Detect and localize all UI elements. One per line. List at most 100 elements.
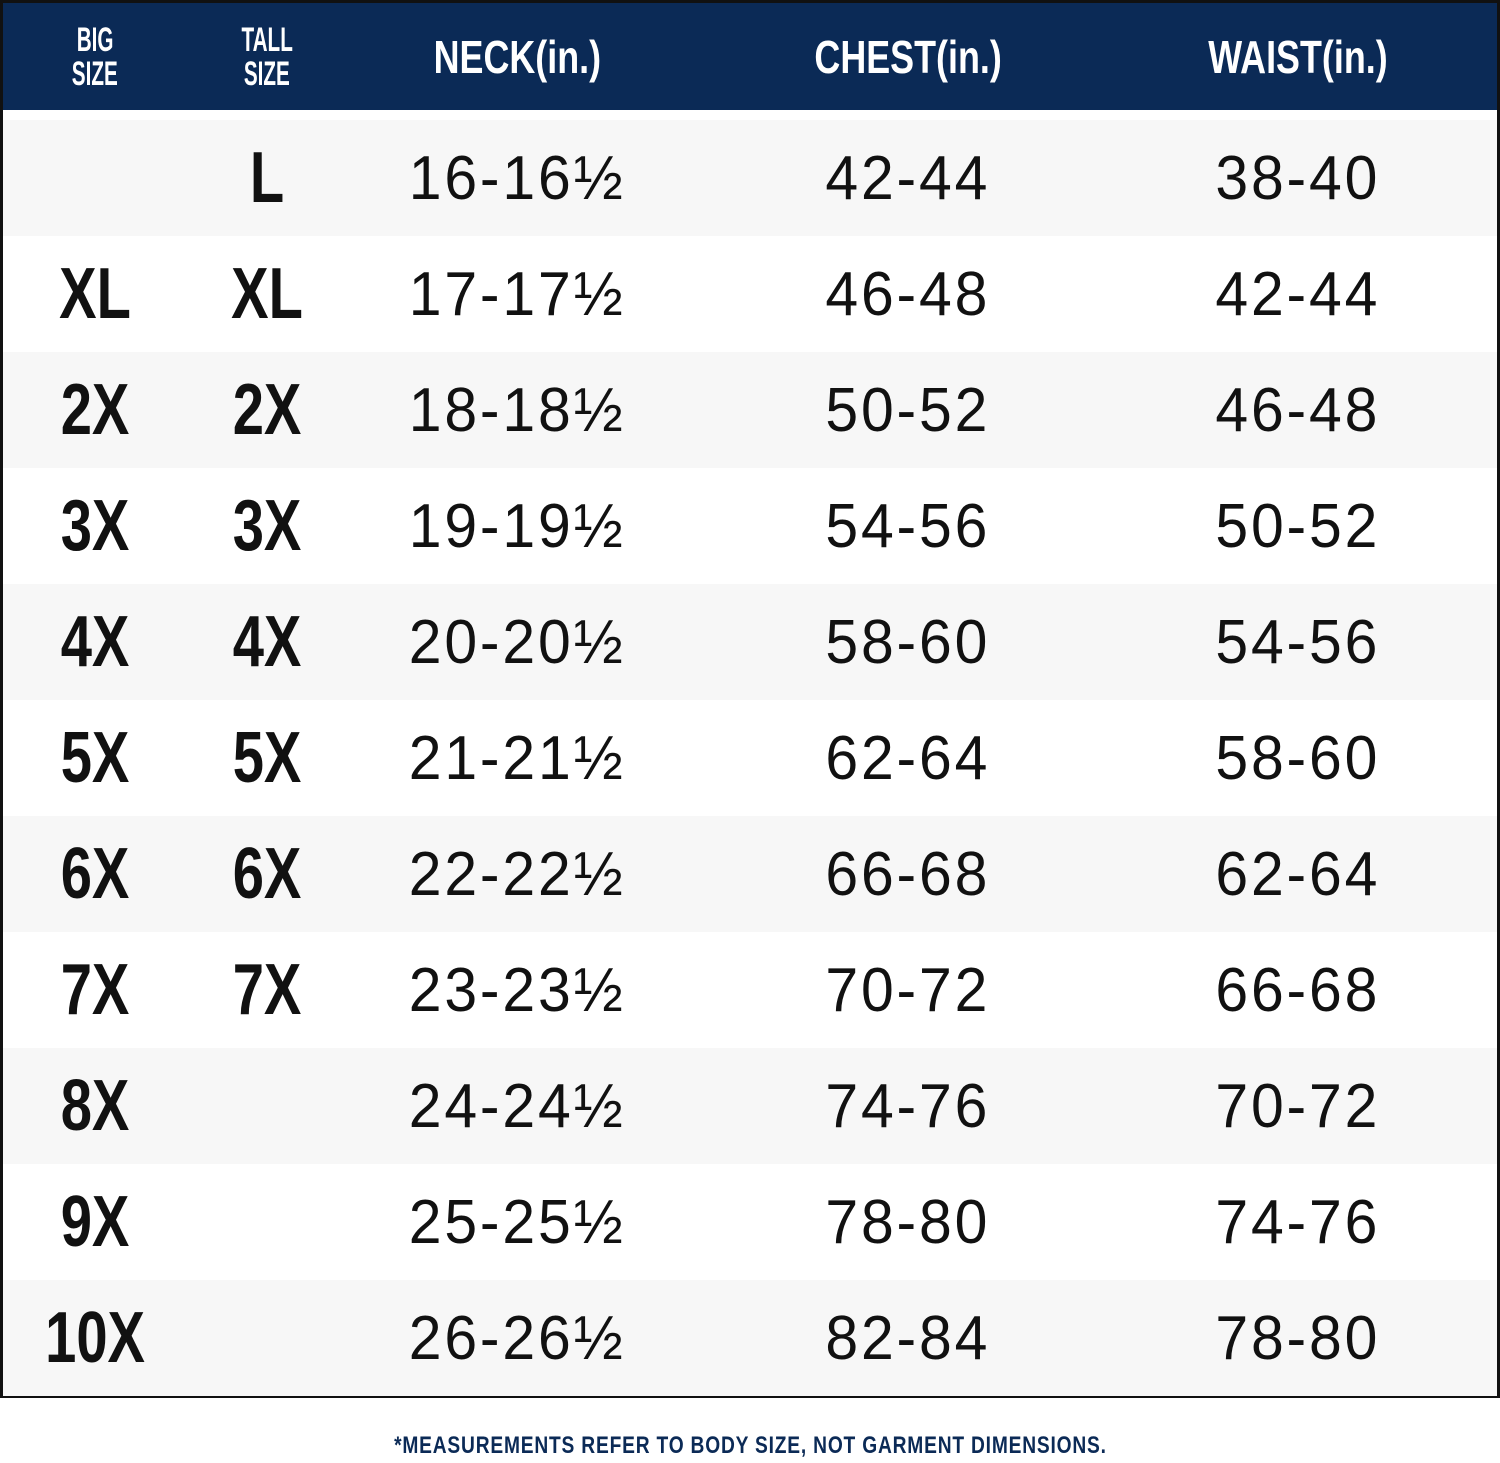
cell-chest: 42-44 xyxy=(723,120,1093,236)
cell-neck-text: 23-23½ xyxy=(408,955,626,1025)
cell-waist-text: 58-60 xyxy=(1215,723,1381,793)
cell-tall-text: 3X xyxy=(232,486,302,566)
cell-neck: 16-16½ xyxy=(347,120,687,236)
cell-chest-text: 66-68 xyxy=(825,839,991,909)
cell-neck: 18-18½ xyxy=(347,352,687,468)
cell-big-text: 10X xyxy=(45,1298,145,1378)
cell-big: 8X xyxy=(3,1048,187,1164)
cell-waist: 50-52 xyxy=(1113,468,1483,584)
cell-neck-text: 19-19½ xyxy=(408,491,626,561)
cell-chest: 70-72 xyxy=(723,932,1093,1048)
cell-neck-text: 20-20½ xyxy=(408,607,626,677)
cell-tall-text: 2X xyxy=(232,370,302,450)
cell-big: 10X xyxy=(3,1280,187,1396)
cell-chest: 82-84 xyxy=(723,1280,1093,1396)
cell-neck: 25-25½ xyxy=(347,1164,687,1280)
cell-tall: 4X xyxy=(187,584,347,700)
cell-waist-text: 46-48 xyxy=(1215,375,1381,445)
cell-tall: 6X xyxy=(187,816,347,932)
cell-neck-text: 21-21½ xyxy=(408,723,626,793)
cell-neck-text: 24-24½ xyxy=(408,1071,626,1141)
table-row: L 16-16½ 42-44 38-40 xyxy=(3,120,1497,236)
header-big-line2: SIZE xyxy=(72,54,118,93)
cell-tall-text: 7X xyxy=(232,950,302,1030)
cell-neck: 19-19½ xyxy=(347,468,687,584)
table-row: 5X 5X 21-21½ 62-64 58-60 xyxy=(3,700,1497,816)
cell-neck-text: 26-26½ xyxy=(408,1303,626,1373)
header-chest: CHEST(in.) xyxy=(814,30,1002,83)
cell-chest-text: 50-52 xyxy=(825,375,991,445)
cell-tall: 7X xyxy=(187,932,347,1048)
cell-waist: 54-56 xyxy=(1113,584,1483,700)
cell-waist-text: 62-64 xyxy=(1215,839,1381,909)
header-neck: NECK(in.) xyxy=(433,30,601,83)
cell-waist: 62-64 xyxy=(1113,816,1483,932)
cell-tall-text: L xyxy=(249,138,285,218)
cell-big-text: 8X xyxy=(60,1066,130,1146)
cell-chest: 50-52 xyxy=(723,352,1093,468)
cell-tall-text: 4X xyxy=(232,602,302,682)
cell-tall: XL xyxy=(187,236,347,352)
header-tall-line2: SIZE xyxy=(244,54,290,93)
cell-big: 3X xyxy=(3,468,187,584)
cell-neck: 23-23½ xyxy=(347,932,687,1048)
cell-waist: 66-68 xyxy=(1113,932,1483,1048)
cell-chest-text: 74-76 xyxy=(825,1071,991,1141)
cell-big: 6X xyxy=(3,816,187,932)
cell-neck-text: 25-25½ xyxy=(408,1187,626,1257)
cell-neck: 26-26½ xyxy=(347,1280,687,1396)
cell-waist-text: 66-68 xyxy=(1215,955,1381,1025)
cell-neck: 20-20½ xyxy=(347,584,687,700)
cell-neck: 22-22½ xyxy=(347,816,687,932)
cell-chest: 54-56 xyxy=(723,468,1093,584)
cell-big: 5X xyxy=(3,700,187,816)
cell-waist: 74-76 xyxy=(1113,1164,1483,1280)
cell-big-text: 9X xyxy=(60,1182,130,1262)
cell-waist-text: 70-72 xyxy=(1215,1071,1381,1141)
header-tall-size: TALL SIZE xyxy=(187,3,347,110)
cell-big: 2X xyxy=(3,352,187,468)
table-row: 9X 25-25½ 78-80 74-76 xyxy=(3,1164,1497,1280)
cell-chest-text: 62-64 xyxy=(825,723,991,793)
cell-tall-text: 6X xyxy=(232,834,302,914)
table-header: BIG SIZE TALL SIZE NECK(in.) CHEST(in.) WA… xyxy=(3,3,1497,110)
header-waist: WAIST(in.) xyxy=(1208,30,1388,83)
cell-waist: 58-60 xyxy=(1113,700,1483,816)
cell-big-text: XL xyxy=(59,254,131,334)
cell-waist-text: 38-40 xyxy=(1215,143,1381,213)
cell-chest: 78-80 xyxy=(723,1164,1093,1280)
cell-waist-text: 74-76 xyxy=(1215,1187,1381,1257)
table-row: 7X 7X 23-23½ 70-72 66-68 xyxy=(3,932,1497,1048)
cell-tall: 5X xyxy=(187,700,347,816)
table-row: XL XL 17-17½ 46-48 42-44 xyxy=(3,236,1497,352)
cell-tall xyxy=(187,1048,347,1164)
cell-neck: 24-24½ xyxy=(347,1048,687,1164)
cell-waist-text: 54-56 xyxy=(1215,607,1381,677)
cell-neck-text: 18-18½ xyxy=(408,375,626,445)
cell-chest: 62-64 xyxy=(723,700,1093,816)
cell-neck-text: 16-16½ xyxy=(408,143,626,213)
cell-big: 4X xyxy=(3,584,187,700)
cell-waist: 38-40 xyxy=(1113,120,1483,236)
cell-neck: 21-21½ xyxy=(347,700,687,816)
cell-big: 9X xyxy=(3,1164,187,1280)
cell-chest: 74-76 xyxy=(723,1048,1093,1164)
cell-neck-text: 17-17½ xyxy=(408,259,626,329)
cell-chest: 58-60 xyxy=(723,584,1093,700)
cell-big: XL xyxy=(3,236,187,352)
cell-chest-text: 58-60 xyxy=(825,607,991,677)
table-row: 8X 24-24½ 74-76 70-72 xyxy=(3,1048,1497,1164)
cell-tall xyxy=(187,1164,347,1280)
cell-big-text: 5X xyxy=(60,718,130,798)
table-row: 3X 3X 19-19½ 54-56 50-52 xyxy=(3,468,1497,584)
cell-waist: 46-48 xyxy=(1113,352,1483,468)
header-big-line1: BIG xyxy=(76,20,114,59)
cell-chest-text: 70-72 xyxy=(825,955,991,1025)
cell-tall-text: 5X xyxy=(232,718,302,798)
cell-chest-text: 42-44 xyxy=(825,143,991,213)
cell-big-text: 3X xyxy=(60,486,130,566)
cell-chest-text: 46-48 xyxy=(825,259,991,329)
cell-tall-text: XL xyxy=(231,254,303,334)
cell-chest-text: 82-84 xyxy=(825,1303,991,1373)
cell-waist: 70-72 xyxy=(1113,1048,1483,1164)
